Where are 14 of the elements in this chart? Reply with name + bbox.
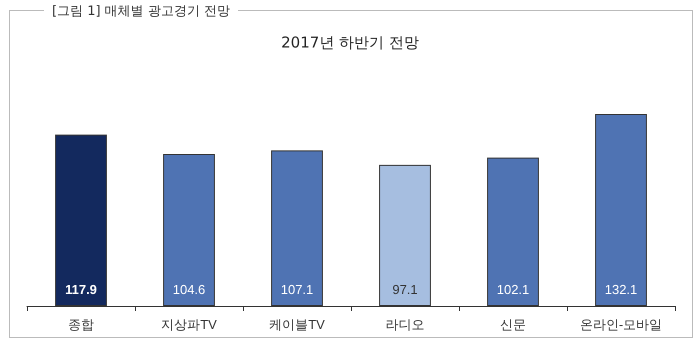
chart-subtitle: 2017년 하반기 전망 (281, 34, 419, 52)
x-tick-label: 라디오 (386, 317, 424, 332)
data-label: 97.1 (392, 282, 418, 297)
data-label: 107.1 (280, 282, 314, 297)
x-tick-label: 케이블TV (269, 317, 326, 332)
chart-title: [그림 1] 매체별 광고경기 전망 (44, 2, 238, 20)
data-label: 132.1 (604, 282, 638, 297)
x-tick-label: 온라인-모바일 (580, 317, 662, 332)
data-label: 117.9 (65, 282, 97, 297)
x-tick-label: 지상파TV (161, 317, 218, 332)
x-tick-label: 종합 (68, 317, 94, 332)
x-tick-label: 신문 (500, 317, 526, 332)
data-label: 104.6 (172, 282, 206, 297)
data-label: 102.1 (496, 282, 530, 297)
